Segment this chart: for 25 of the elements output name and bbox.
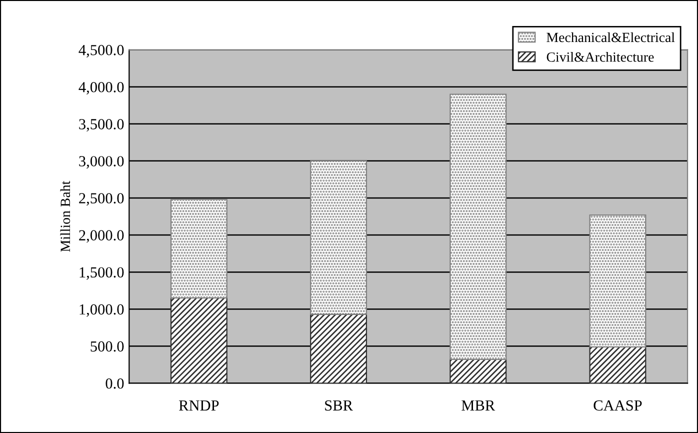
x-tick-label: SBR — [325, 400, 353, 411]
x-tick-label: CAASP — [594, 400, 642, 411]
y-tick-label: 2,500.0 — [79, 193, 124, 206]
x-tick-label: MBR — [462, 400, 496, 411]
y-tick-label: 4,000.0 — [78, 82, 124, 94]
y-axis-title: Million Baht — [60, 180, 70, 252]
y-tick-label: 3,500.0 — [79, 119, 124, 132]
y-tick-label: 2,000.0 — [79, 230, 124, 243]
y-tick-label: 500.0 — [90, 341, 124, 352]
bar — [589, 346, 646, 384]
legend-label: Mechanical&Electrical — [546, 32, 675, 42]
bar — [589, 214, 646, 348]
bar — [450, 94, 507, 360]
bar — [170, 297, 228, 384]
bar — [170, 198, 228, 299]
bar — [310, 314, 368, 384]
y-tick-label: 3,000.0 — [79, 156, 124, 169]
y-tick-label: 1,500.0 — [80, 267, 124, 280]
bar — [450, 358, 507, 384]
legend-label: Civil&Architecture — [546, 52, 654, 62]
y-tick-label: 4,500.0 — [78, 44, 124, 58]
x-tick-label: RNDP — [178, 400, 219, 411]
bar — [310, 160, 368, 315]
y-tick-label: 1,000.0 — [80, 304, 124, 317]
y-tick-label: 0.0 — [106, 378, 124, 389]
